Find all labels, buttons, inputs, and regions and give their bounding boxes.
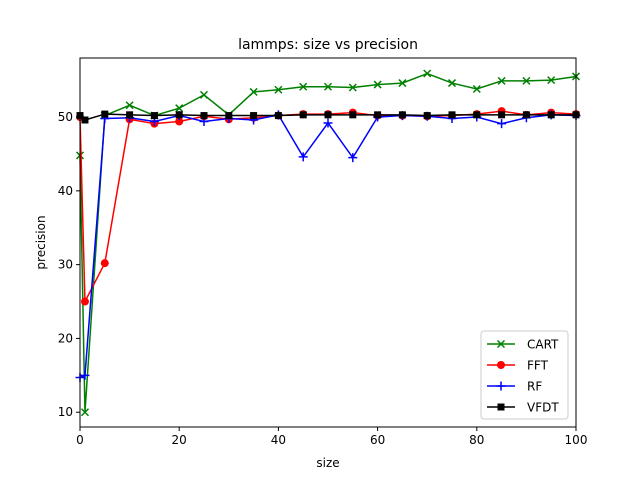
data-point-vfdt bbox=[274, 112, 282, 120]
x-tick-label: 40 bbox=[271, 433, 286, 447]
series-line-cart bbox=[79, 72, 577, 413]
y-tick-label: 10 bbox=[58, 405, 73, 419]
legend-label-vfdt: VFDT bbox=[527, 401, 559, 415]
data-point-fft bbox=[175, 117, 184, 126]
data-point-cart bbox=[423, 69, 432, 78]
plot-frame bbox=[79, 57, 577, 428]
data-point-cart bbox=[447, 79, 457, 88]
data-point-vfdt bbox=[250, 112, 258, 120]
data-point-rf bbox=[80, 370, 90, 380]
data-point-vfdt bbox=[126, 111, 134, 119]
data-point-vfdt bbox=[299, 111, 307, 119]
x-tick-label: 80 bbox=[469, 433, 484, 447]
data-point-cart bbox=[125, 101, 134, 110]
data-point-cart bbox=[547, 76, 556, 85]
data-point-cart bbox=[497, 76, 506, 85]
legend-box bbox=[480, 330, 569, 420]
data-point-cart bbox=[373, 80, 382, 89]
legend-marker-cart bbox=[496, 339, 506, 349]
y-tick-label: 40 bbox=[58, 184, 73, 198]
data-point-vfdt bbox=[150, 112, 158, 120]
data-point-rf bbox=[298, 152, 308, 162]
series-line-vfdt bbox=[79, 113, 576, 121]
data-point-vfdt bbox=[324, 111, 332, 119]
data-point-cart bbox=[274, 85, 283, 94]
data-point-cart bbox=[522, 76, 531, 85]
data-point-vfdt bbox=[225, 112, 233, 120]
x-tick-label: 100 bbox=[565, 433, 588, 447]
data-point-vfdt bbox=[547, 111, 555, 119]
data-point-vfdt bbox=[398, 111, 406, 119]
data-point-fft bbox=[80, 297, 89, 306]
data-point-cart bbox=[398, 79, 407, 88]
data-point-vfdt bbox=[473, 111, 481, 119]
data-point-vfdt bbox=[349, 111, 357, 119]
y-tick-label: 20 bbox=[58, 331, 73, 345]
data-point-cart bbox=[348, 83, 357, 92]
x-tick-label: 60 bbox=[370, 433, 385, 447]
y-axis-label: precision bbox=[34, 215, 48, 269]
data-point-cart bbox=[299, 82, 308, 91]
x-axis-label: size bbox=[316, 456, 339, 470]
data-point-vfdt bbox=[200, 112, 208, 120]
data-point-vfdt bbox=[423, 112, 431, 120]
data-point-vfdt bbox=[81, 116, 89, 124]
data-point-rf bbox=[323, 118, 333, 128]
data-point-rf bbox=[348, 153, 358, 163]
legend-label-cart: CART bbox=[527, 338, 559, 352]
data-point-fft bbox=[100, 259, 109, 268]
data-point-cart bbox=[199, 90, 209, 99]
series-rf bbox=[75, 110, 581, 383]
x-tick-label: 0 bbox=[76, 433, 84, 447]
x-tick-label: 20 bbox=[172, 433, 187, 447]
data-point-cart bbox=[175, 104, 184, 113]
data-point-vfdt bbox=[498, 111, 506, 119]
legend-marker-rf bbox=[496, 381, 506, 391]
data-point-cart bbox=[80, 408, 89, 417]
y-tick-label: 30 bbox=[58, 258, 73, 272]
y-tick-label: 50 bbox=[58, 110, 73, 124]
legend-marker-vfdt bbox=[497, 403, 505, 411]
series-line-rf bbox=[79, 113, 577, 379]
series-vfdt bbox=[76, 110, 580, 124]
data-point-vfdt bbox=[175, 111, 183, 119]
legend: CART FFT RF VFDT bbox=[480, 330, 569, 420]
legend-label-rf: RF bbox=[527, 380, 542, 394]
legend-label-fft: FFT bbox=[527, 359, 549, 373]
data-point-cart bbox=[249, 87, 258, 96]
data-point-cart bbox=[323, 82, 333, 91]
data-point-vfdt bbox=[522, 111, 530, 119]
legend-marker-fft bbox=[497, 361, 505, 369]
data-point-rf bbox=[497, 119, 507, 129]
chart-title: lammps: size vs precision bbox=[238, 37, 418, 53]
data-point-vfdt bbox=[374, 111, 382, 119]
data-point-vfdt bbox=[448, 111, 456, 119]
data-point-vfdt bbox=[101, 110, 109, 118]
data-point-cart bbox=[472, 84, 481, 94]
